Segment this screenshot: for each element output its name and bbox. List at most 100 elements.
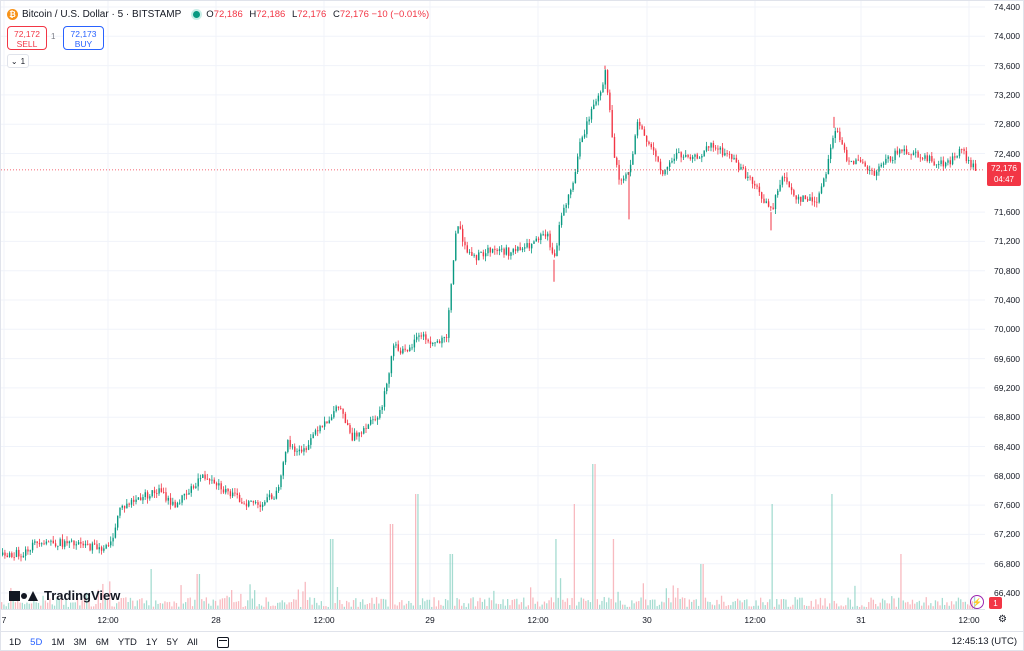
candle-body (876, 171, 878, 176)
sell-button[interactable]: 72,172 SELL (7, 26, 47, 50)
indicators-collapse-button[interactable]: ⌄ 1 (7, 54, 29, 68)
candle-body (659, 161, 662, 171)
volume-bar (83, 598, 86, 609)
candle-body (949, 160, 951, 165)
candle-body (117, 515, 119, 528)
time-tick-label: 28 (211, 615, 221, 625)
volume-bar (757, 605, 759, 609)
candle-body (832, 138, 834, 148)
alerts-badge[interactable]: 1 (989, 597, 1002, 609)
open-value: 72,186 (213, 9, 243, 20)
volume-bar (566, 598, 569, 609)
volume-bar (346, 600, 348, 609)
price-axis[interactable]: 74,400 74,000 73,600 73,200 72,800 72,400 71,6… (985, 1, 1024, 609)
candle-body (238, 494, 241, 503)
candle-body (420, 335, 422, 337)
candle-body (581, 137, 583, 143)
candle-body (800, 196, 802, 202)
candle-body (367, 424, 370, 429)
candle-body (176, 502, 179, 508)
volume-bar (198, 574, 201, 609)
candle-body (535, 238, 537, 242)
buy-button[interactable]: 72,173 BUY (63, 26, 104, 50)
range-button-1m[interactable]: 1M (51, 636, 65, 648)
candle-body (696, 154, 698, 159)
candle-body (719, 147, 721, 150)
volume-bar (599, 604, 601, 609)
price-tick-label: 68,000 (994, 470, 1020, 481)
volume-bar (946, 602, 948, 609)
gear-icon[interactable]: ⚙ (998, 614, 1007, 625)
candle-body (441, 337, 443, 344)
candle-body (478, 252, 480, 261)
volume-bar (610, 598, 612, 609)
tradingview-watermark[interactable]: TradingView (9, 588, 120, 603)
volume-bar (201, 599, 203, 609)
range-button-5d[interactable]: 5D (30, 636, 43, 648)
volume-bar (559, 578, 562, 609)
volume-bar (845, 605, 847, 609)
candle-body (708, 146, 710, 148)
close-value: 72,176 (339, 9, 369, 20)
volume-bar (907, 601, 909, 609)
candle-body (588, 119, 590, 122)
candle-body (294, 446, 296, 452)
range-button-1y[interactable]: 1Y (145, 636, 158, 648)
low-label: L (291, 9, 298, 20)
volume-bar (148, 605, 150, 609)
volume-bar (909, 604, 911, 609)
market-status-icon (193, 11, 201, 18)
volume-bar (316, 602, 318, 609)
candle-body (146, 492, 149, 499)
range-button-all[interactable]: All (187, 636, 198, 648)
candle-body (517, 246, 519, 251)
time-axis[interactable]: 7 12:00 28 12:00 29 12:00 30 12:00 31 12:00 (1, 609, 985, 631)
candle-body (386, 383, 388, 392)
candle-body (611, 109, 613, 138)
candle-body (558, 225, 560, 246)
volume-bar (674, 597, 677, 609)
candle-body (965, 150, 968, 162)
volume-bar (79, 605, 81, 609)
volume-bar (654, 599, 656, 609)
range-button-ytd[interactable]: YTD (117, 636, 137, 648)
candle-body (740, 167, 742, 170)
candle-body (671, 160, 673, 163)
candle-body (508, 247, 510, 256)
candle-body (432, 342, 434, 344)
lightning-icon[interactable]: ⚡ (970, 595, 984, 609)
volume-bar (872, 599, 874, 609)
candle-body (616, 157, 618, 165)
volume-bar (470, 598, 472, 609)
volume-bar (787, 606, 789, 609)
volume-bar (918, 600, 920, 609)
symbol-legend: ₿ Bitcoin / U.S. Dollar · 5 · BITSTAMP O… (7, 9, 429, 20)
candle-body (287, 440, 289, 452)
candle-body (519, 246, 521, 250)
candle-body (531, 243, 533, 249)
candle-body (537, 238, 540, 241)
volume-bar (548, 600, 550, 609)
volume-bar (392, 524, 394, 609)
volume-bar (162, 603, 164, 609)
candle-body (892, 159, 894, 161)
volume-bar (711, 604, 713, 609)
candle-body (303, 448, 305, 452)
chart-plot-area[interactable] (1, 1, 985, 609)
volume-bar (824, 598, 826, 609)
volume-bar (217, 605, 219, 609)
candle-body (673, 158, 675, 161)
candle-body (422, 334, 425, 337)
range-button-5y[interactable]: 5Y (166, 636, 179, 648)
candle-body (905, 149, 908, 155)
clock-display[interactable]: 12:45:13 (UTC) (951, 636, 1017, 647)
candle-body (945, 162, 947, 167)
candle-body (871, 170, 873, 171)
candle-body (698, 157, 701, 159)
range-button-1d[interactable]: 1D (9, 636, 22, 648)
range-button-3m[interactable]: 3M (73, 636, 87, 648)
symbol-title[interactable]: Bitcoin / U.S. Dollar · 5 · BITSTAMP (22, 9, 182, 20)
volume-bar (449, 554, 451, 609)
range-button-6m[interactable]: 6M (95, 636, 109, 648)
calendar-icon[interactable] (216, 636, 229, 648)
